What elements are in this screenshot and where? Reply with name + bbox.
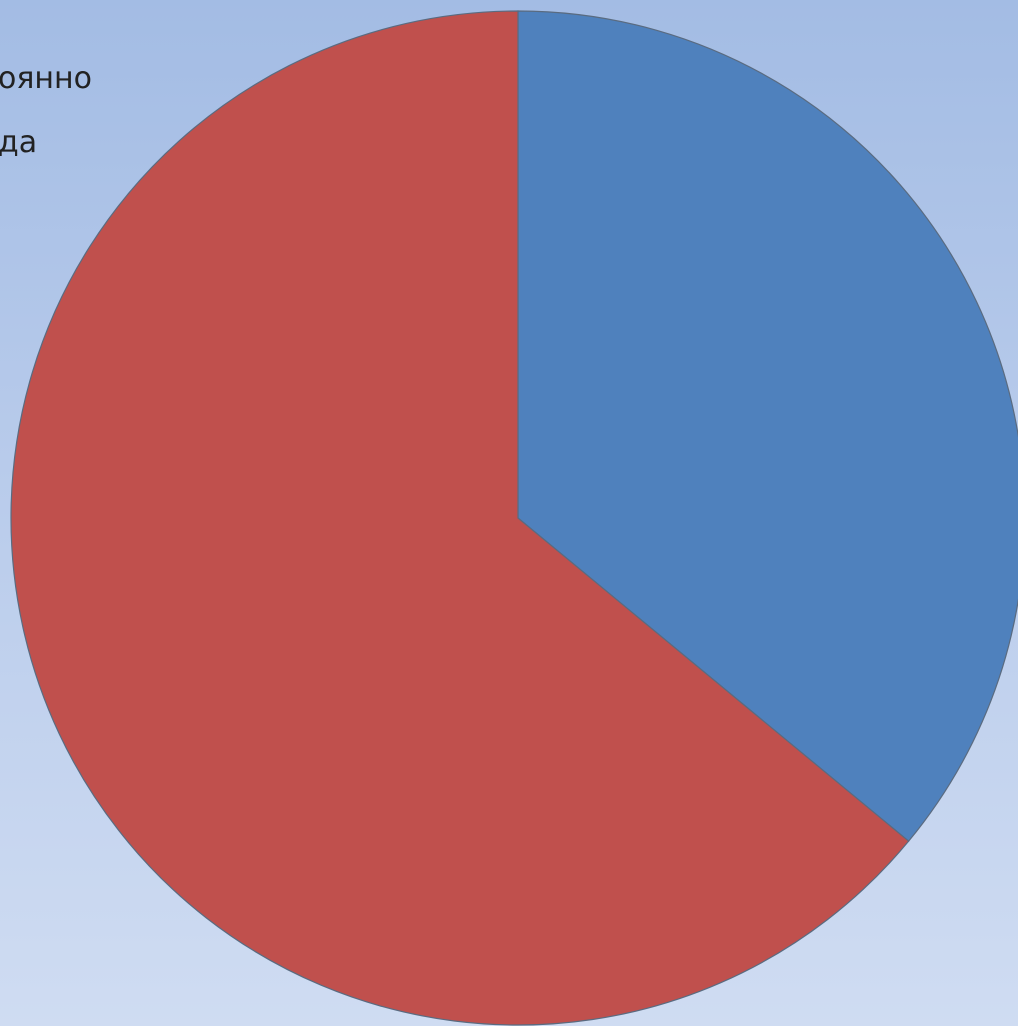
legend-entry-2: да <box>0 125 38 160</box>
pie-slice-2 <box>10 10 910 1026</box>
legend-entry-1: оянно <box>0 61 92 96</box>
pie-slice-1 <box>517 10 1018 843</box>
